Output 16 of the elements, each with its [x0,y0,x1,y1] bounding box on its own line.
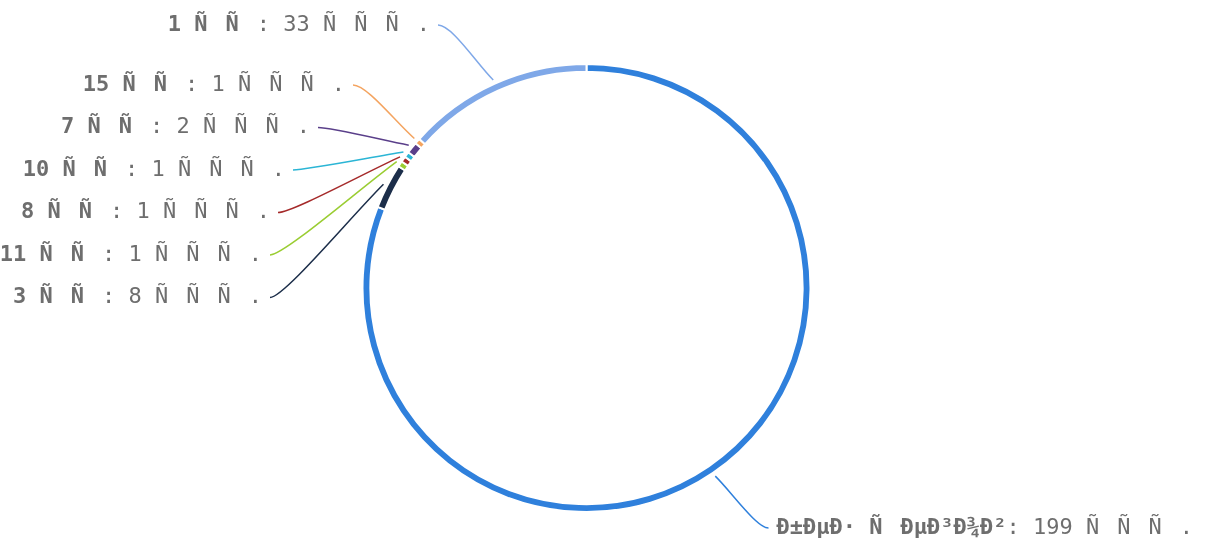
slice-label: 1 ÑÑ [167,10,257,36]
data-label: : 1 ÑÑÑ. [125,154,286,181]
slice-label: 11 ÑÑ [0,240,103,266]
slice-label: Ð±ÐµÐ· ÑÐµÐ³Ð¾Ð² [776,513,1007,539]
slice-label: 15 ÑÑ [82,70,186,96]
data-label: : 1 ÑÑÑ. [110,197,271,224]
data-label: : 8 ÑÑÑ. [102,282,263,309]
data-label: : 33 ÑÑÑ. [256,9,431,36]
slice-label: 7 ÑÑ [61,113,151,139]
slice-label: 3 ÑÑ [13,283,103,309]
slice-label: 8 ÑÑ [21,198,111,224]
data-label: : 1 ÑÑÑ. [102,239,263,266]
data-label: : 1 ÑÑÑ. [185,69,346,96]
slice-label: 10 ÑÑ [22,155,126,181]
data-label: : 199 ÑÑÑ. [1006,512,1193,539]
data-label: : 2 ÑÑÑ. [150,112,311,139]
